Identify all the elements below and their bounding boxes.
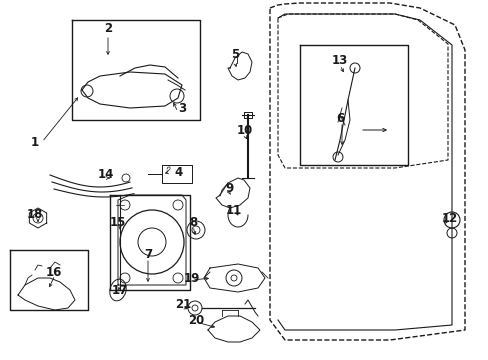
Text: 12: 12 [441,211,457,225]
Text: 15: 15 [110,216,126,229]
Text: 13: 13 [331,54,347,67]
Text: 18: 18 [27,208,43,221]
Text: 14: 14 [98,168,114,181]
Text: 1: 1 [31,135,39,148]
Text: 8: 8 [188,216,197,229]
Text: 6: 6 [335,112,344,125]
Text: 4: 4 [175,166,183,179]
Text: 16: 16 [46,266,62,279]
Text: 11: 11 [225,203,242,216]
Text: 21: 21 [175,298,191,311]
Text: 7: 7 [143,248,152,261]
Text: 19: 19 [183,271,200,284]
Text: 17: 17 [112,284,128,297]
Text: 2: 2 [104,22,112,35]
Text: 20: 20 [187,314,203,327]
Text: 9: 9 [224,181,233,194]
Text: 3: 3 [178,102,185,114]
Text: 10: 10 [236,123,253,136]
Text: 5: 5 [230,49,239,62]
